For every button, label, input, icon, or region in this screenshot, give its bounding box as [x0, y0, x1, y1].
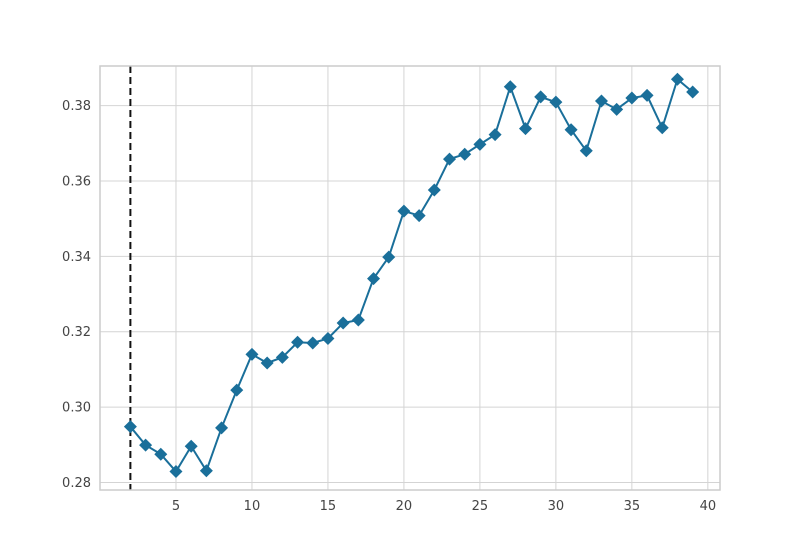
x-tick-label: 10: [244, 499, 261, 514]
data-point: [351, 313, 365, 327]
data-point: [306, 336, 320, 350]
data-point: [579, 144, 593, 158]
data-point: [336, 316, 350, 330]
data-point: [670, 72, 684, 86]
series-line: [129, 77, 694, 474]
data-point: [245, 347, 259, 361]
x-tick-label: 40: [700, 499, 717, 514]
data-point: [412, 209, 426, 223]
data-point: [184, 439, 198, 453]
data-point: [382, 250, 396, 264]
y-tick-label: 0.30: [62, 401, 91, 416]
plot-background: [100, 66, 720, 490]
x-tick-label: 15: [320, 499, 337, 514]
data-point: [625, 91, 639, 105]
data-point: [291, 335, 305, 349]
series-group: [123, 72, 700, 479]
data-point: [397, 204, 411, 218]
data-point: [427, 183, 441, 197]
data-point: [123, 420, 137, 434]
y-tick-label: 0.32: [62, 325, 91, 340]
data-point: [564, 123, 578, 137]
data-point: [230, 383, 244, 397]
data-point: [215, 421, 229, 435]
data-point: [154, 447, 168, 461]
data-point: [655, 121, 669, 135]
x-tick-label: 5: [172, 499, 180, 514]
y-tick-label: 0.38: [62, 99, 91, 114]
data-point: [367, 272, 381, 286]
plot-frame: [99, 65, 721, 491]
data-point: [610, 102, 624, 116]
data-point: [443, 152, 457, 166]
data-point: [275, 350, 289, 364]
data-point: [534, 90, 548, 104]
data-point: [260, 356, 274, 370]
data-point: [488, 128, 502, 142]
data-point: [199, 464, 213, 478]
data-point: [458, 147, 472, 161]
data-point: [686, 85, 700, 99]
data-point: [169, 465, 183, 479]
y-axis-ticks: 0.28 0.30 0.32 0.34 0.36 0.38: [62, 99, 91, 491]
data-point: [549, 95, 563, 109]
data-point: [640, 88, 654, 102]
x-axis-ticks: 5 10 15 20 25 30 35 40: [172, 499, 716, 514]
data-point: [594, 94, 608, 108]
x-tick-label: 30: [548, 499, 565, 514]
data-point: [321, 331, 335, 345]
data-point: [518, 122, 532, 136]
x-tick-label: 20: [396, 499, 413, 514]
data-point: [139, 438, 153, 452]
y-tick-label: 0.28: [62, 476, 91, 491]
data-point: [473, 137, 487, 151]
x-tick-label: 25: [472, 499, 489, 514]
x-tick-label: 35: [624, 499, 641, 514]
y-tick-label: 0.34: [62, 250, 91, 265]
y-tick-label: 0.36: [62, 174, 91, 189]
data-point: [503, 80, 517, 94]
